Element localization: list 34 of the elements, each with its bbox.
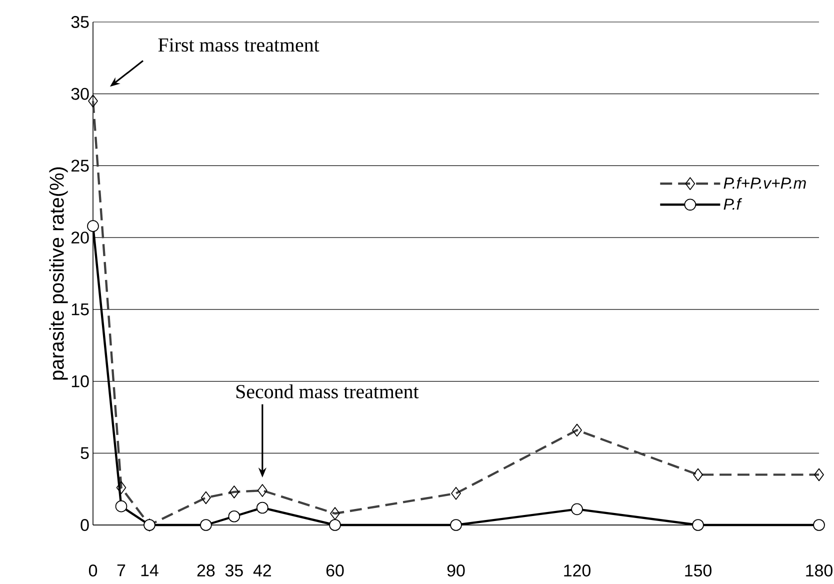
x-tick-label: 28 [197,564,215,577]
legend-label: P.f+P.v+P.m [724,177,806,189]
y-tick-label: 35 [71,16,89,28]
point [228,510,240,522]
point [115,500,128,512]
x-tick-label: 42 [253,564,271,576]
point [87,220,99,232]
point [450,519,462,531]
point [813,519,825,531]
point [571,503,583,516]
x-tick-label: 90 [447,564,465,577]
x-tick-label: 0 [88,564,98,577]
y-tick-label: 5 [80,447,89,460]
y-tick-label: 20 [72,232,89,244]
x-tick-label: 60 [326,564,344,577]
point [256,502,268,514]
x-tick-label: 120 [564,564,590,577]
x-tick-label: 35 [225,564,243,577]
annotation: Second mass treatment [236,384,419,398]
x-tick-label: 150 [685,564,712,577]
x-tick-label: 7 [117,564,126,576]
y-tick-label: 30 [71,88,89,100]
legend-label: P.f [724,198,742,210]
annotation: First mass treatment [158,38,320,52]
y-tick-label: 15 [72,304,89,316]
y-axis-title: parasite positive rate(%) [49,167,68,380]
x-tick-label: 14 [141,564,158,576]
y-tick-label: 25 [72,160,89,172]
point [329,519,341,531]
y-tick-label: 10 [72,375,89,388]
x-tick-label: 180 [806,564,832,577]
point [692,519,704,531]
y-tick-label: 0 [80,519,89,531]
point [200,519,212,531]
